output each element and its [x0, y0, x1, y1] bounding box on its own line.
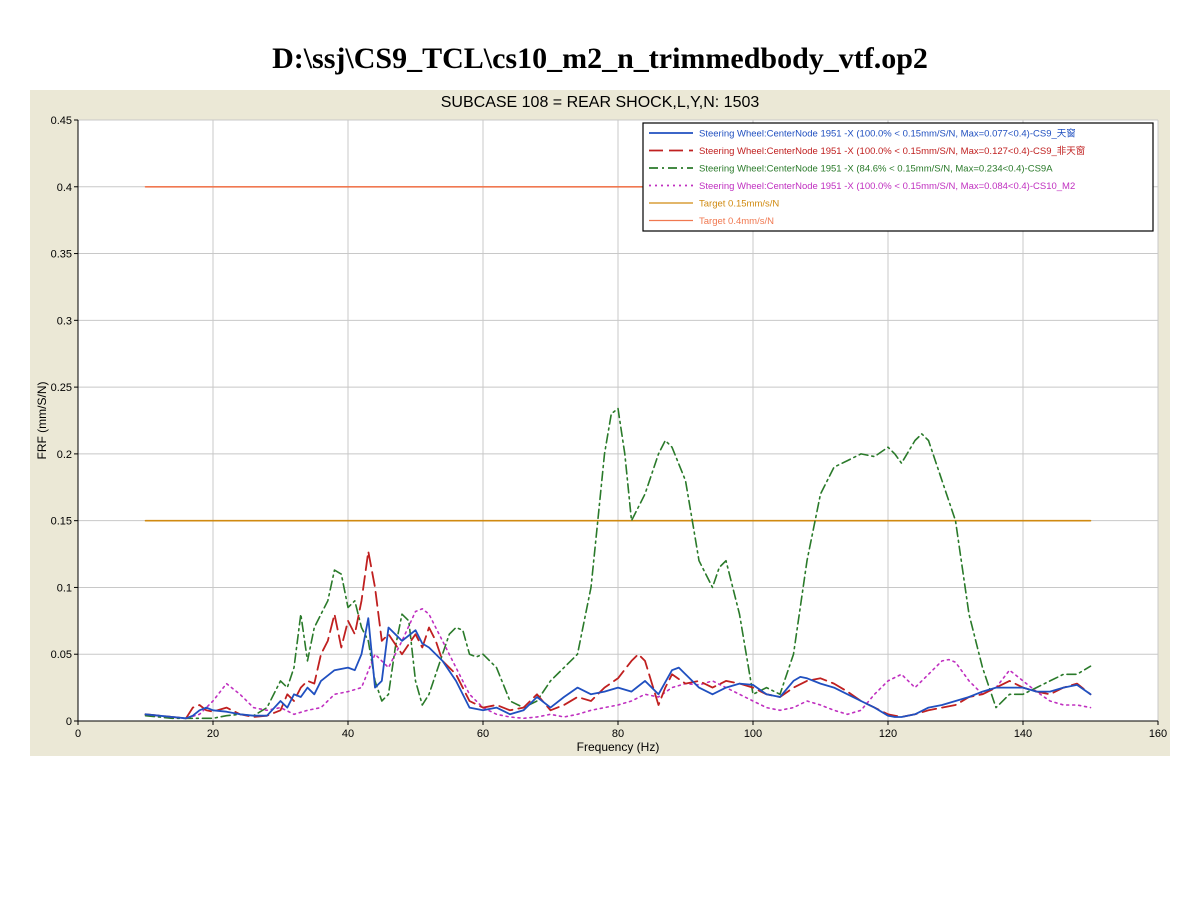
- legend-entry-2: Steering Wheel:CenterNode 1951 -X (100.0…: [699, 145, 1085, 157]
- legend-entry-1: Steering Wheel:CenterNode 1951 -X (100.0…: [699, 128, 1076, 140]
- page-title: D:\ssj\CS9_TCL\cs10_m2_n_trimmedbody_vtf…: [272, 42, 928, 75]
- series-line-2: [144, 550, 1092, 720]
- y-tick-label: 0: [66, 716, 72, 728]
- x-tick-label: 120: [879, 728, 897, 740]
- series-line-3: [144, 407, 1092, 720]
- y-tick-label: 0.05: [51, 649, 72, 661]
- x-tick-label: 40: [342, 728, 354, 740]
- x-tick-label: 160: [1149, 728, 1167, 740]
- legend-entry-4: Steering Wheel:CenterNode 1951 -X (100.0…: [699, 181, 1075, 192]
- x-tick-label: 80: [612, 728, 624, 740]
- x-axis-ticks: 0 20 40 60 80 100 120 140 160: [75, 721, 1167, 740]
- chart-title: SUBCASE 108 = REAR SHOCK,L,Y,N: 1503: [440, 94, 760, 111]
- y-tick-label: 0.45: [51, 115, 72, 127]
- x-tick-label: 0: [75, 728, 81, 740]
- series-line-4: [144, 607, 1092, 720]
- y-tick-label: 0.25: [51, 382, 72, 394]
- y-axis-ticks: 0 0.05 0.1 0.15 0.2 0.25 0.3 0.35 0.4 0.45: [51, 115, 78, 728]
- series-line-1: [144, 617, 1092, 720]
- y-tick-label: 0.15: [51, 516, 72, 528]
- x-axis-label: Frequency (Hz): [577, 740, 660, 754]
- frf-chart: 0 20 40 60 80 100 120 140 160 0 0.05 0.1 0.15 0.2 0.2…: [35, 115, 1167, 754]
- y-tick-label: 0.35: [51, 249, 72, 261]
- y-tick-label: 0.2: [57, 449, 72, 461]
- legend-entry-3: Steering Wheel:CenterNode 1951 -X (84.6%…: [699, 164, 1053, 175]
- legend-entry-5: Target 0.15mm/s/N: [699, 199, 779, 210]
- y-tick-label: 0.4: [57, 182, 72, 194]
- x-tick-label: 20: [207, 728, 219, 740]
- y-axis-label: FRF (mm/S/N): [35, 382, 49, 460]
- legend-box: [642, 122, 1154, 232]
- y-tick-label: 0.1: [57, 582, 72, 594]
- chart-panel: SUBCASE 108 = REAR SHOCK,L,Y,N: 1503 0 20…: [30, 90, 1170, 756]
- x-tick-label: 140: [1014, 728, 1032, 740]
- legend-entry-6: Target 0.4mm/s/N: [699, 216, 774, 227]
- x-tick-label: 100: [744, 728, 762, 740]
- x-tick-label: 60: [477, 728, 489, 740]
- legend: Steering Wheel:CenterNode 1951 -X (100.0…: [642, 122, 1154, 232]
- y-tick-label: 0.3: [57, 315, 72, 327]
